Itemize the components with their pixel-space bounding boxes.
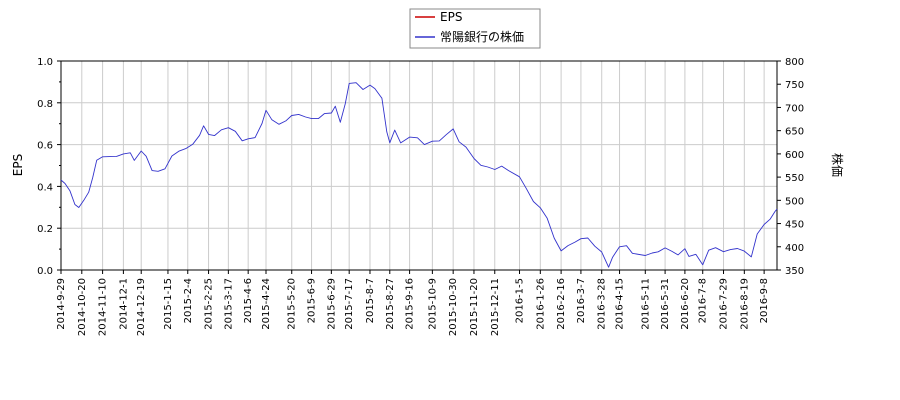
x-axis-ticks: 2014-9-29 2014-10-20 2014-11-10 2014-12-1 20… bbox=[56, 270, 770, 336]
x-tick-label: 2015-9-16 bbox=[405, 278, 416, 330]
x-tick-label: 2015-1-15 bbox=[163, 278, 174, 330]
x-tick-label: 2015-4-24 bbox=[261, 278, 272, 330]
x-tick-label: 2016-9-8 bbox=[759, 278, 770, 323]
x-tick-label: 2015-10-9 bbox=[427, 278, 438, 330]
x-tick-label: 2014-10-20 bbox=[77, 278, 88, 336]
legend-eps-label: EPS bbox=[440, 10, 462, 24]
left-tick-label: 1.0 bbox=[37, 57, 53, 68]
left-tick-label: 0.0 bbox=[37, 266, 53, 277]
x-tick-label: 2014-12-1 bbox=[118, 278, 129, 330]
right-tick-label: 400 bbox=[785, 243, 804, 254]
left-tick-label: 0.4 bbox=[37, 182, 53, 193]
stock-price-line bbox=[60, 82, 778, 268]
x-tick-label: 2015-3-17 bbox=[223, 278, 234, 330]
x-tick-label: 2015-4-6 bbox=[243, 278, 254, 323]
legend: EPS 常陽銀行の株価 bbox=[409, 8, 541, 49]
x-tick-label: 2016-7-29 bbox=[719, 278, 730, 330]
right-tick-label: 650 bbox=[785, 127, 804, 138]
right-tick-label: 600 bbox=[785, 150, 804, 161]
x-tick-label: 2016-4-15 bbox=[615, 278, 626, 330]
right-tick-label: 350 bbox=[785, 266, 804, 277]
x-tick-label: 2015-10-30 bbox=[448, 278, 459, 336]
x-tick-label: 2014-12-19 bbox=[136, 278, 147, 336]
x-tick-label: 2015-12-11 bbox=[490, 278, 501, 336]
x-tick-label: 2016-8-19 bbox=[739, 278, 750, 330]
right-tick-label: 750 bbox=[785, 80, 804, 91]
right-tick-label: 450 bbox=[785, 220, 804, 231]
grid-lines bbox=[60, 60, 777, 271]
x-tick-label: 2016-1-5 bbox=[515, 278, 526, 323]
x-tick-label: 2016-5-11 bbox=[640, 278, 651, 330]
right-tick-label: 700 bbox=[785, 103, 804, 114]
x-tick-label: 2015-7-17 bbox=[344, 278, 355, 330]
x-tick-label: 2016-3-7 bbox=[576, 278, 587, 323]
x-tick-label: 2015-11-20 bbox=[469, 278, 480, 336]
x-tick-label: 2016-6-20 bbox=[680, 278, 691, 330]
left-tick-label: 0.2 bbox=[37, 224, 53, 235]
right-tick-label: 800 bbox=[785, 57, 804, 68]
left-tick-label: 0.6 bbox=[37, 141, 53, 152]
x-tick-label: 2014-11-10 bbox=[98, 278, 109, 336]
series-layer bbox=[60, 82, 778, 268]
x-tick-label: 2015-8-7 bbox=[365, 278, 376, 323]
left-tick-label: 0.8 bbox=[37, 99, 53, 110]
x-tick-label: 2015-2-25 bbox=[204, 278, 215, 330]
right-axis-ticks: 350 400 450 500 550 600 650 700 750 800 bbox=[777, 57, 804, 277]
x-tick-label: 2016-3-28 bbox=[597, 278, 608, 330]
x-tick-label: 2015-6-9 bbox=[307, 278, 318, 323]
right-tick-label: 500 bbox=[785, 196, 804, 207]
x-tick-label: 2015-2-4 bbox=[183, 278, 194, 323]
x-tick-label: 2015-6-29 bbox=[326, 278, 337, 330]
x-tick-label: 2015-8-27 bbox=[385, 278, 396, 330]
x-tick-label: 2016-7-8 bbox=[698, 278, 709, 323]
left-axis-title: EPS bbox=[11, 154, 25, 176]
right-axis-title: 株価 bbox=[830, 153, 845, 177]
legend-box bbox=[409, 8, 541, 49]
x-tick-label: 2016-2-16 bbox=[556, 278, 567, 330]
right-tick-label: 550 bbox=[785, 173, 804, 184]
legend-price-label: 常陽銀行の株価 bbox=[440, 29, 524, 44]
x-tick-label: 2014-9-29 bbox=[56, 278, 67, 330]
x-tick-label: 2016-1-26 bbox=[535, 278, 546, 330]
left-axis-ticks: 0.0 0.2 0.4 0.6 0.8 1.0 bbox=[37, 57, 61, 277]
x-tick-label: 2016-5-31 bbox=[660, 278, 671, 330]
x-tick-label: 2015-5-20 bbox=[287, 278, 298, 330]
